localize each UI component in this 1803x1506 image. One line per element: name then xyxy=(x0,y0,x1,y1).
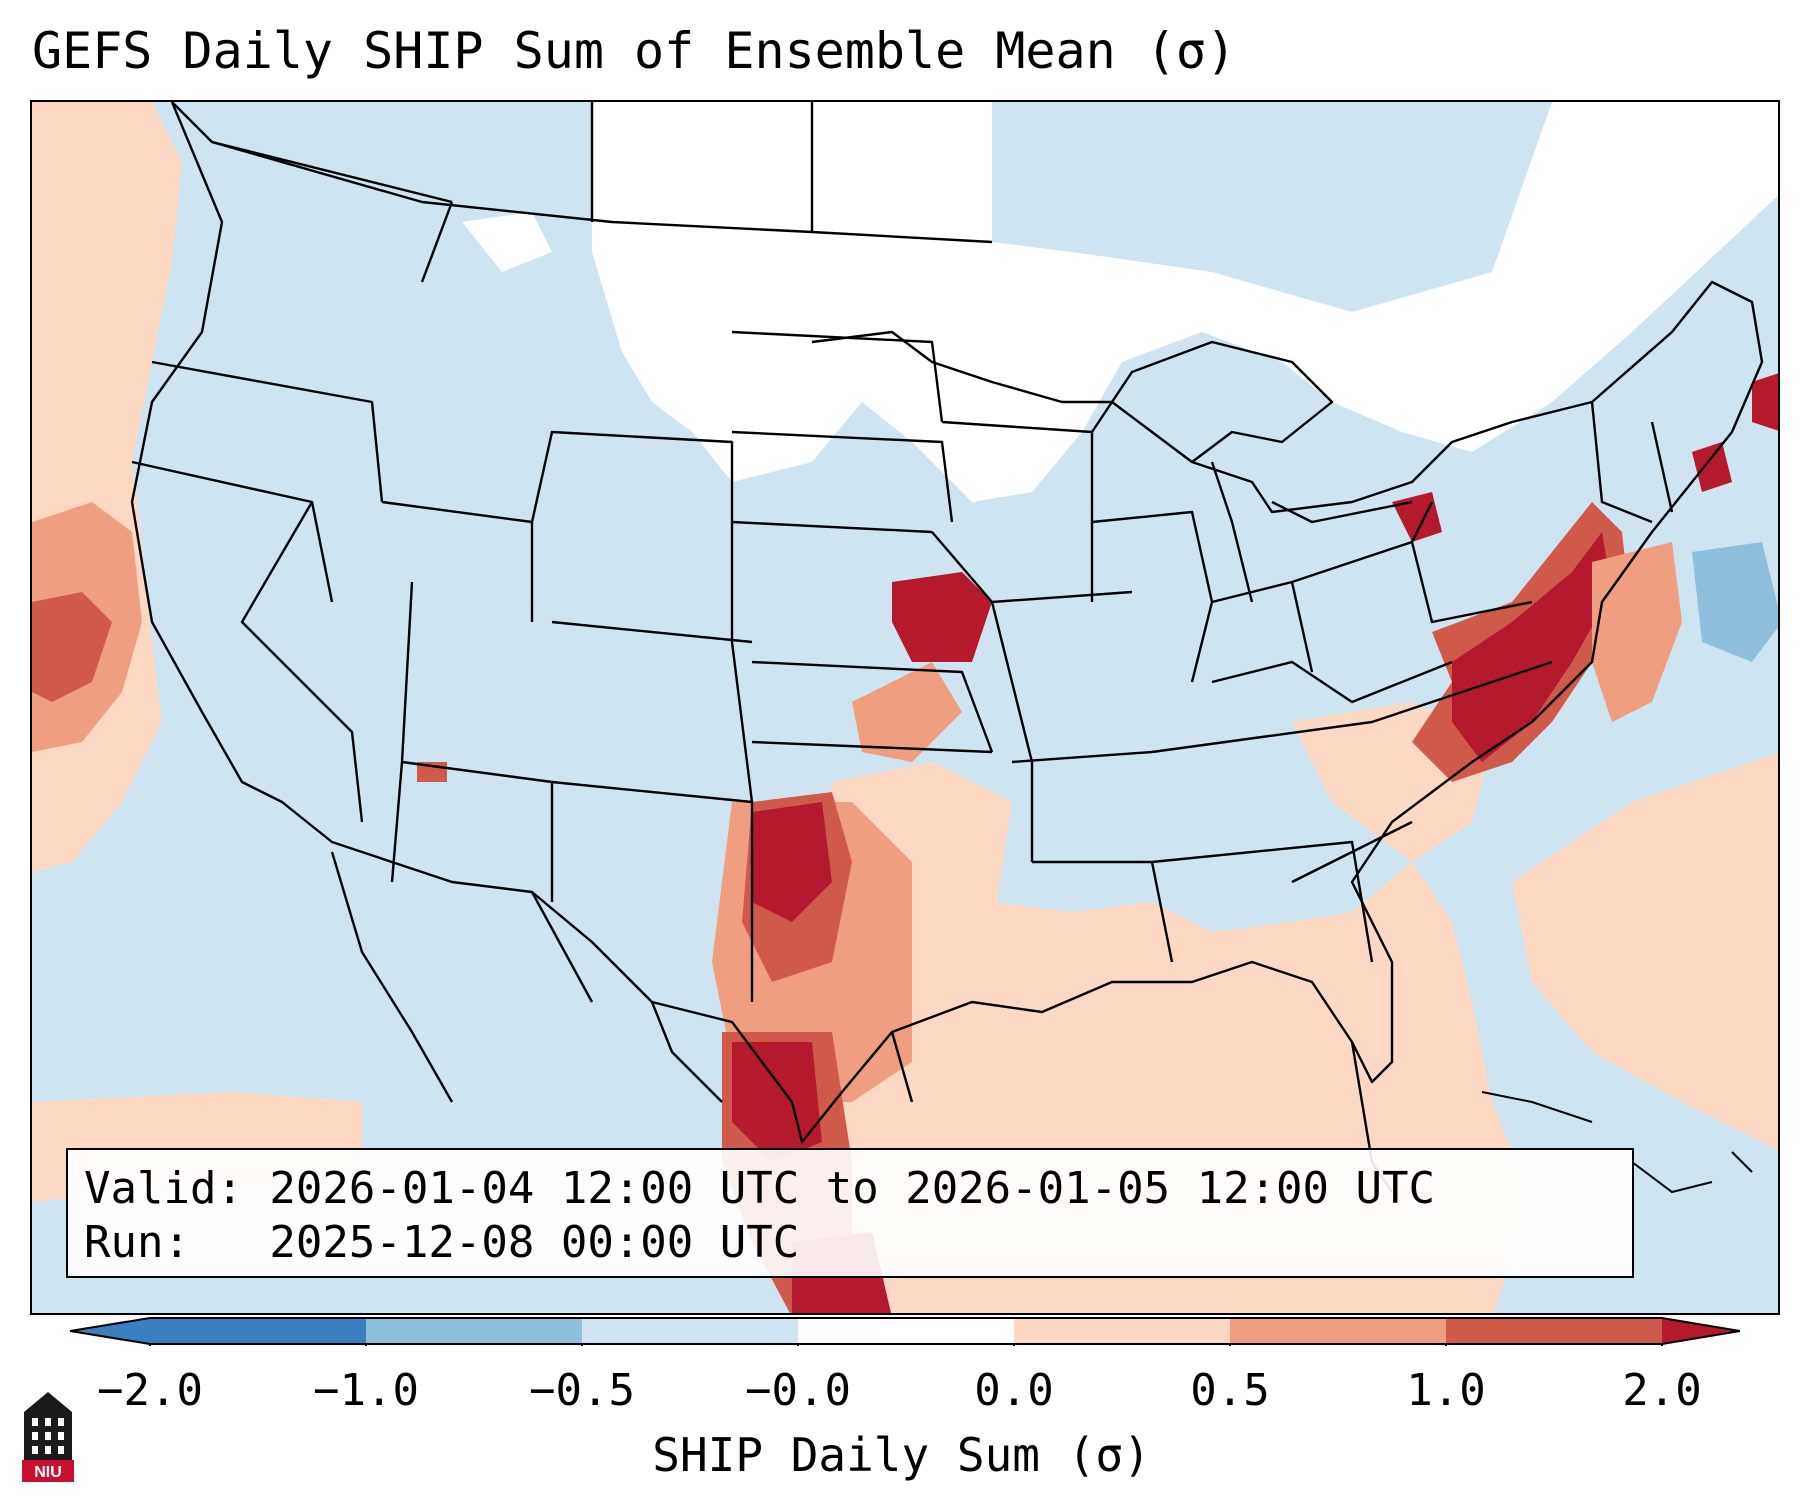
valid-run-box: Valid: 2026-01-04 12:00 UTC to 2026-01-0… xyxy=(66,1148,1634,1278)
colorbar-ticks xyxy=(149,1344,1663,1346)
page-title: GEFS Daily SHIP Sum of Ensemble Mean (σ) xyxy=(32,22,1237,80)
map-canvas xyxy=(32,102,1778,1313)
colorbar-tick-label: 0.5 xyxy=(1190,1365,1270,1416)
colorbar-band-2 xyxy=(366,1318,582,1344)
colorbar-band-7 xyxy=(1446,1318,1662,1344)
colorbar-title: SHIP Daily Sum (σ) xyxy=(652,1428,1151,1482)
near-zero-regions xyxy=(462,102,1778,502)
map-panel xyxy=(30,100,1780,1315)
colorbar-band-3 xyxy=(582,1318,798,1344)
niu-logo: NIU xyxy=(22,1392,74,1482)
colorbar-band-5 xyxy=(1014,1318,1230,1344)
colorbar-tick-label: 2.0 xyxy=(1622,1365,1702,1416)
valid-time-text: Valid: 2026-01-04 12:00 UTC to 2026-01-0… xyxy=(84,1163,1436,1214)
colorbar-tick-label: −0.5 xyxy=(529,1365,635,1416)
run-time-text: Run: 2025-12-08 00:00 UTC xyxy=(84,1217,800,1268)
colorbar-under-arrow xyxy=(70,1318,150,1344)
colorbar-tick-label: −1.0 xyxy=(313,1365,419,1416)
caribbean-islands xyxy=(1481,1091,1753,1194)
colorbar-band-1 xyxy=(150,1318,366,1344)
colorbar xyxy=(70,1317,1740,1346)
colorbar-over-arrow xyxy=(1662,1318,1740,1344)
colorbar-band-6 xyxy=(1230,1318,1446,1344)
colorbar-tick-label: −2.0 xyxy=(97,1365,203,1416)
state-borders xyxy=(130,102,1764,1193)
colorbar-tick-label: 0.0 xyxy=(974,1365,1054,1416)
colorbar-band-4 xyxy=(798,1318,1014,1344)
colorbar-tick-label: 1.0 xyxy=(1406,1365,1486,1416)
colorbar-tick-label: −0.0 xyxy=(745,1365,851,1416)
svg-text:NIU: NIU xyxy=(34,1464,62,1481)
